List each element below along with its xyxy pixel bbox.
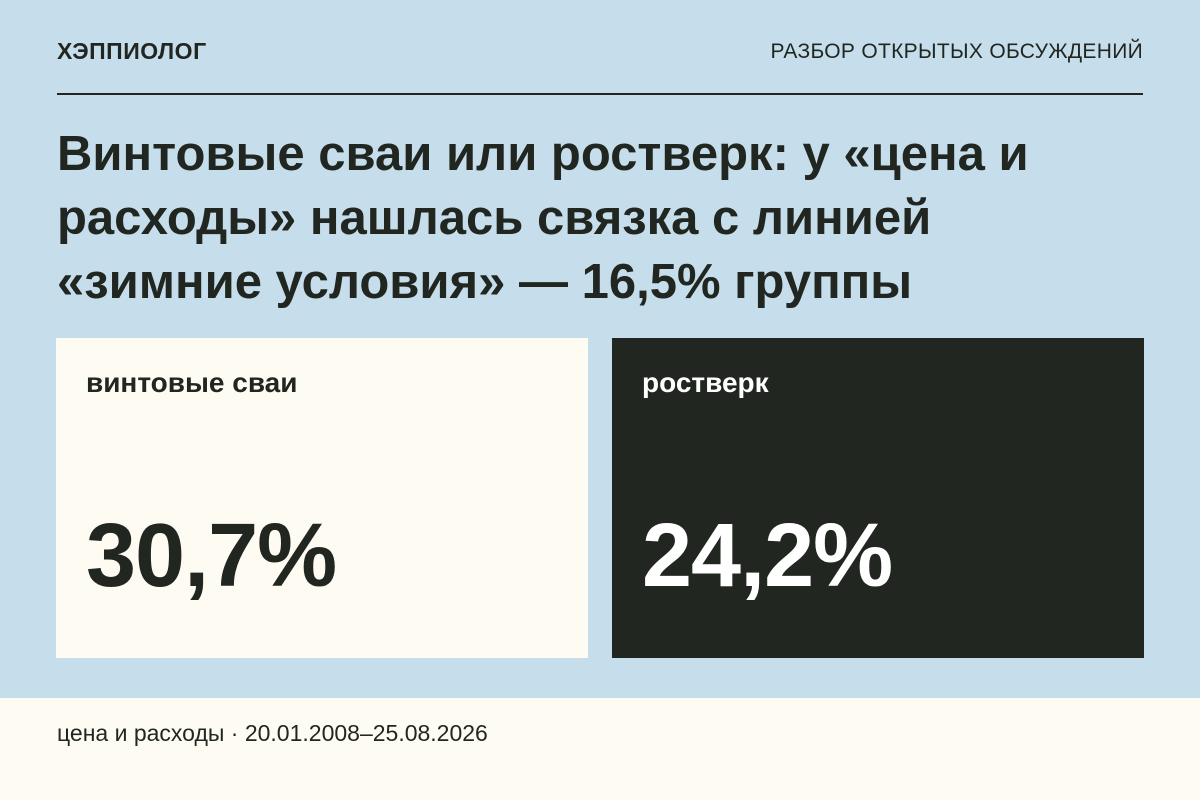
footer-caption: цена и расходы · 20.01.2008–25.08.2026: [57, 720, 488, 746]
card-screw-piles: винтовые сваи 30,7%: [56, 338, 588, 658]
section-title: РАЗБОР ОТКРЫТЫХ ОБСУЖДЕНИЙ: [770, 40, 1143, 63]
card-grillage-label: ростверк: [642, 367, 769, 398]
card-screw-piles-value: 30,7%: [86, 506, 337, 606]
header-divider: [57, 93, 1143, 95]
card-grillage: ростверк 24,2%: [612, 338, 1144, 658]
footer-bar: цена и расходы · 20.01.2008–25.08.2026: [0, 698, 1200, 800]
brand-name: ХЭППИОЛОГ: [57, 38, 207, 64]
headline: Винтовые сваи или ростверк: у «цена и ра…: [57, 127, 1029, 309]
card-grillage-value: 24,2%: [642, 506, 893, 606]
card-screw-piles-label: винтовые сваи: [86, 367, 298, 398]
